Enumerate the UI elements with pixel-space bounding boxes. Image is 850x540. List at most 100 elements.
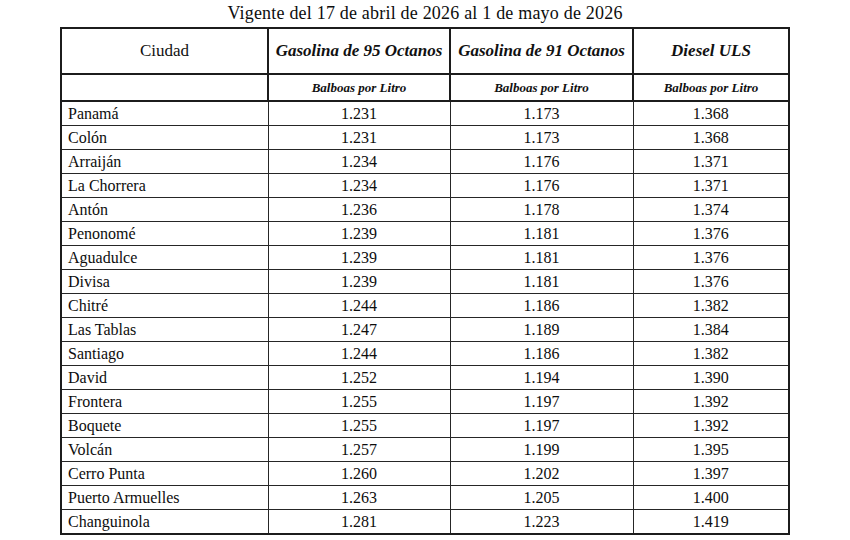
price-cell: 1.252 xyxy=(268,366,450,390)
city-cell: Aguadulce xyxy=(61,246,268,270)
price-cell: 1.376 xyxy=(633,246,789,270)
city-cell: Puerto Armuelles xyxy=(61,486,268,510)
price-cell: 1.199 xyxy=(450,438,633,462)
city-cell: Boquete xyxy=(61,414,268,438)
price-cell: 1.257 xyxy=(268,438,450,462)
unit-row: Balboas por Litro Balboas por Litro Balb… xyxy=(61,74,789,101)
table-row: Santiago1.2441.1861.382 xyxy=(61,342,789,366)
price-cell: 1.392 xyxy=(633,390,789,414)
price-cell: 1.181 xyxy=(450,246,633,270)
price-cell: 1.371 xyxy=(633,150,789,174)
column-header-gasolina-91: Gasolina de 91 Octanos xyxy=(450,28,633,74)
table-row: Divisa1.2391.1811.376 xyxy=(61,270,789,294)
price-cell: 1.231 xyxy=(268,126,450,150)
unit-header-gasolina-91: Balboas por Litro xyxy=(450,74,633,101)
price-cell: 1.263 xyxy=(268,486,450,510)
price-cell: 1.374 xyxy=(633,198,789,222)
city-cell: Penonomé xyxy=(61,222,268,246)
price-cell: 1.239 xyxy=(268,222,450,246)
price-cell: 1.173 xyxy=(450,101,633,126)
city-cell: Colón xyxy=(61,126,268,150)
table-row: Arraiján1.2341.1761.371 xyxy=(61,150,789,174)
price-cell: 1.244 xyxy=(268,294,450,318)
price-cell: 1.392 xyxy=(633,414,789,438)
price-cell: 1.186 xyxy=(450,342,633,366)
city-cell: Las Tablas xyxy=(61,318,268,342)
table-row: La Chorrera1.2341.1761.371 xyxy=(61,174,789,198)
table-row: Penonomé1.2391.1811.376 xyxy=(61,222,789,246)
price-cell: 1.371 xyxy=(633,174,789,198)
price-cell: 1.382 xyxy=(633,294,789,318)
city-cell: Divisa xyxy=(61,270,268,294)
price-cell: 1.181 xyxy=(450,222,633,246)
column-header-diesel-uls: Diesel ULS xyxy=(633,28,789,74)
column-header-gasolina-95: Gasolina de 95 Octanos xyxy=(268,28,450,74)
price-cell: 1.255 xyxy=(268,414,450,438)
column-header-ciudad: Ciudad xyxy=(61,28,268,74)
city-cell: La Chorrera xyxy=(61,174,268,198)
price-cell: 1.247 xyxy=(268,318,450,342)
price-cell: 1.186 xyxy=(450,294,633,318)
table-row: Frontera1.2551.1971.392 xyxy=(61,390,789,414)
table-row: Panamá1.2311.1731.368 xyxy=(61,101,789,126)
price-cell: 1.390 xyxy=(633,366,789,390)
unit-header-gasolina-95: Balboas por Litro xyxy=(268,74,450,101)
table-row: Puerto Armuelles1.2631.2051.400 xyxy=(61,486,789,510)
price-cell: 1.173 xyxy=(450,126,633,150)
price-cell: 1.176 xyxy=(450,174,633,198)
city-cell: Santiago xyxy=(61,342,268,366)
table-row: David1.2521.1941.390 xyxy=(61,366,789,390)
city-cell: Arraiján xyxy=(61,150,268,174)
unit-header-diesel-uls: Balboas por Litro xyxy=(633,74,789,101)
price-cell: 1.244 xyxy=(268,342,450,366)
price-cell: 1.205 xyxy=(450,486,633,510)
table-row: Aguadulce1.2391.1811.376 xyxy=(61,246,789,270)
price-cell: 1.368 xyxy=(633,101,789,126)
price-cell: 1.281 xyxy=(268,510,450,535)
city-cell: Antón xyxy=(61,198,268,222)
table-row: Antón1.2361.1781.374 xyxy=(61,198,789,222)
table-row: Colón1.2311.1731.368 xyxy=(61,126,789,150)
document-page: Vigente del 17 de abril de 2026 al 1 de … xyxy=(0,0,850,540)
price-cell: 1.260 xyxy=(268,462,450,486)
header-row: Ciudad Gasolina de 95 Octanos Gasolina d… xyxy=(61,28,789,74)
city-cell: David xyxy=(61,366,268,390)
price-cell: 1.181 xyxy=(450,270,633,294)
price-cell: 1.395 xyxy=(633,438,789,462)
price-cell: 1.382 xyxy=(633,342,789,366)
price-cell: 1.239 xyxy=(268,270,450,294)
city-cell: Frontera xyxy=(61,390,268,414)
price-cell: 1.255 xyxy=(268,390,450,414)
price-cell: 1.376 xyxy=(633,270,789,294)
table-body: Panamá1.2311.1731.368Colón1.2311.1731.36… xyxy=(61,101,789,534)
table-row: Chitré1.2441.1861.382 xyxy=(61,294,789,318)
city-cell: Cerro Punta xyxy=(61,462,268,486)
price-cell: 1.419 xyxy=(633,510,789,535)
table-row: Cerro Punta1.2601.2021.397 xyxy=(61,462,789,486)
table-row: Changuinola1.2811.2231.419 xyxy=(61,510,789,535)
table-header: Ciudad Gasolina de 95 Octanos Gasolina d… xyxy=(61,28,789,101)
price-cell: 1.397 xyxy=(633,462,789,486)
city-cell: Volcán xyxy=(61,438,268,462)
price-cell: 1.236 xyxy=(268,198,450,222)
price-cell: 1.400 xyxy=(633,486,789,510)
fuel-price-table: Ciudad Gasolina de 95 Octanos Gasolina d… xyxy=(60,27,790,535)
price-cell: 1.197 xyxy=(450,414,633,438)
price-cell: 1.376 xyxy=(633,222,789,246)
price-cell: 1.231 xyxy=(268,101,450,126)
table-row: Boquete1.2551.1971.392 xyxy=(61,414,789,438)
price-cell: 1.178 xyxy=(450,198,633,222)
price-cell: 1.223 xyxy=(450,510,633,535)
price-cell: 1.202 xyxy=(450,462,633,486)
price-cell: 1.194 xyxy=(450,366,633,390)
city-cell: Changuinola xyxy=(61,510,268,535)
price-cell: 1.234 xyxy=(268,150,450,174)
city-cell: Panamá xyxy=(61,101,268,126)
price-cell: 1.239 xyxy=(268,246,450,270)
price-cell: 1.189 xyxy=(450,318,633,342)
page-title: Vigente del 17 de abril de 2026 al 1 de … xyxy=(0,0,850,24)
city-cell: Chitré xyxy=(61,294,268,318)
price-cell: 1.384 xyxy=(633,318,789,342)
table-row: Volcán1.2571.1991.395 xyxy=(61,438,789,462)
price-cell: 1.234 xyxy=(268,174,450,198)
